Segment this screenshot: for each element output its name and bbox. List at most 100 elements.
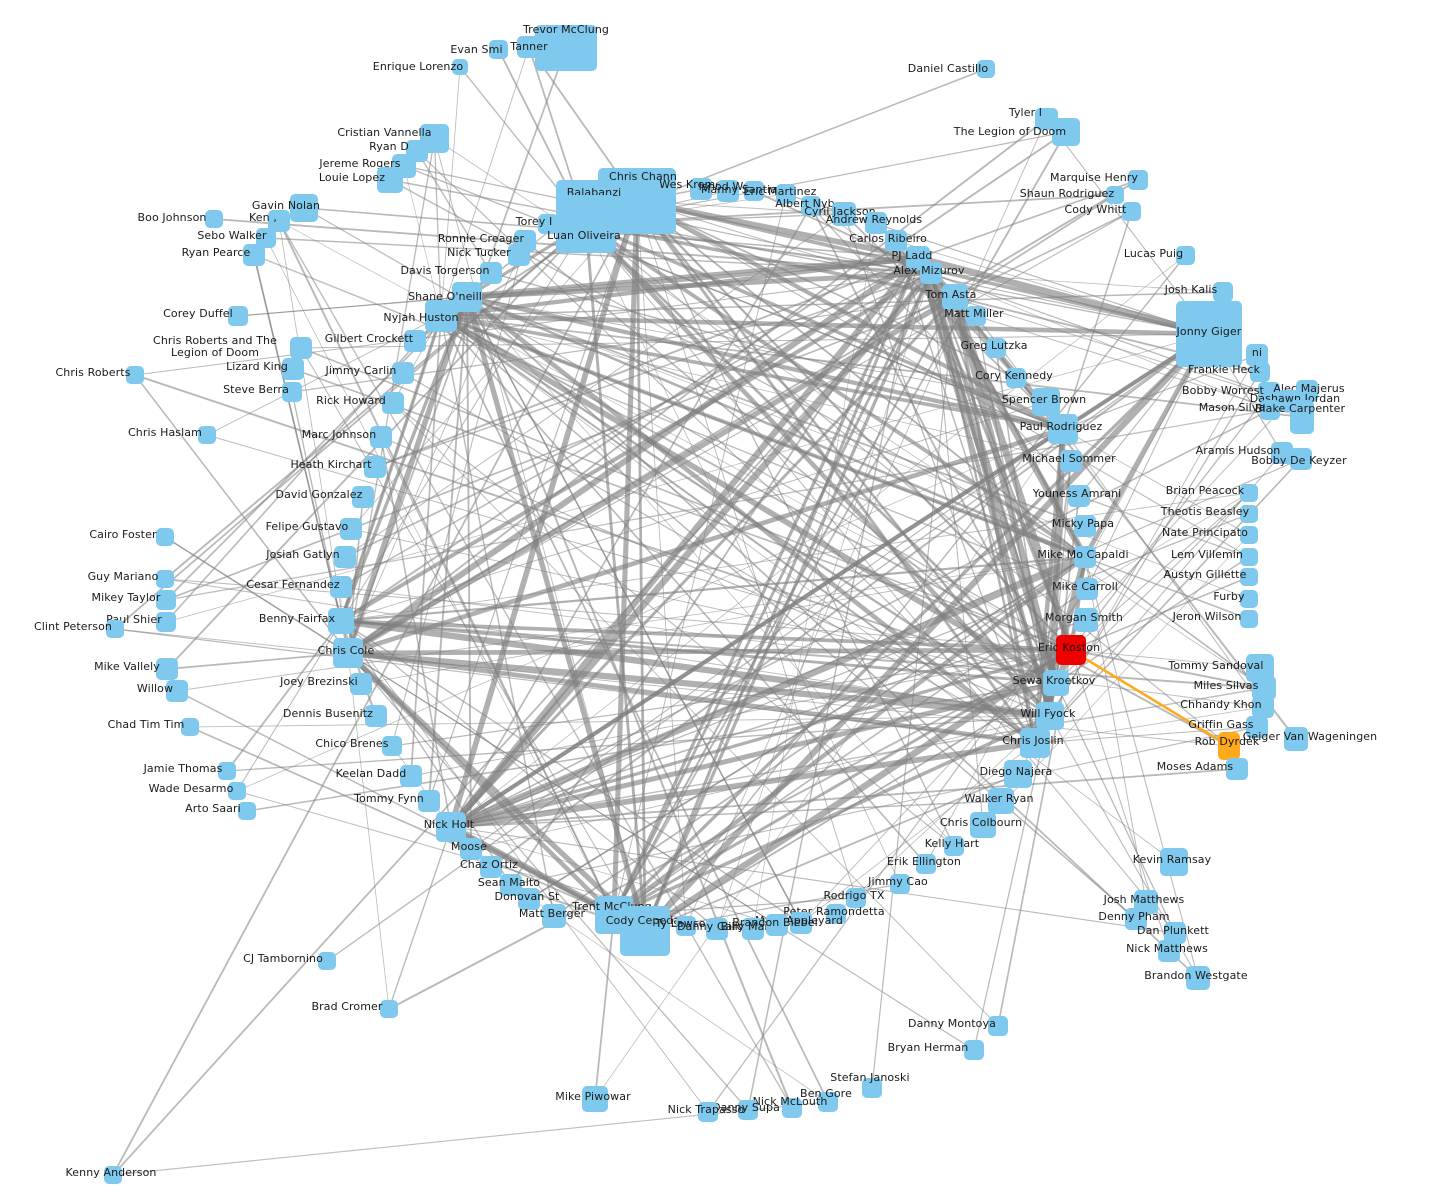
graph-node-cody-cepeda[interactable] — [620, 906, 670, 956]
graph-node-chris-roberts-lod[interactable] — [290, 337, 312, 359]
graph-node-luan-oliveira[interactable] — [556, 195, 616, 253]
graph-node-eric-martinez[interactable] — [776, 184, 796, 204]
graph-node-corey-duffel[interactable] — [228, 306, 248, 326]
graph-node-mason-silva[interactable] — [1260, 400, 1280, 420]
graph-node-matt-berger[interactable] — [542, 904, 566, 928]
graph-node-micky-papa[interactable] — [1074, 515, 1096, 537]
graph-node-brian-peacock[interactable] — [1240, 484, 1258, 502]
graph-node-mike-carroll[interactable] — [1076, 578, 1098, 600]
graph-node-brad-cromer[interactable] — [380, 1000, 398, 1018]
graph-node-shane-oneill[interactable] — [452, 282, 482, 312]
graph-node-brandon-biebel[interactable] — [766, 914, 788, 936]
graph-node-arto-saari[interactable] — [238, 802, 256, 820]
graph-node-lucas-puig[interactable] — [1176, 246, 1195, 265]
graph-node-enrique-lorenzo[interactable] — [452, 59, 468, 75]
graph-node-cj-tambornino[interactable] — [318, 952, 336, 970]
graph-node-tom-asta[interactable] — [942, 284, 968, 310]
graph-node-heath-kirchart[interactable] — [364, 456, 386, 478]
graph-node-gavin-nolan[interactable] — [290, 194, 318, 222]
graph-node-walker-ryan[interactable] — [988, 788, 1014, 814]
graph-node-theotis-beasley[interactable] — [1240, 505, 1258, 523]
graph-node-cesar-fernandez[interactable] — [330, 576, 352, 598]
graph-node-rob-dyrdek[interactable] — [1218, 732, 1240, 760]
graph-node-paul-shier[interactable] — [156, 612, 176, 632]
graph-node-denny-pham[interactable] — [1125, 908, 1147, 930]
graph-node-chris-joslin[interactable] — [1020, 728, 1050, 758]
graph-node-rodrigo-tx[interactable] — [846, 888, 866, 908]
graph-node-albert-nyberg[interactable] — [801, 196, 821, 216]
graph-node-mikey-taylor[interactable] — [156, 590, 176, 610]
graph-node-donovan-st[interactable] — [518, 888, 540, 910]
graph-node-ryan-pearce[interactable] — [243, 244, 265, 266]
graph-node-furby[interactable] — [1240, 590, 1258, 608]
graph-node-paul-rodriguez[interactable] — [1048, 414, 1078, 444]
graph-node-amani[interactable] — [1246, 344, 1268, 366]
graph-node-nick-tucker[interactable] — [508, 244, 530, 266]
graph-node-marc-johnson[interactable] — [370, 426, 392, 448]
graph-node-wade-desarmo[interactable] — [228, 782, 246, 800]
graph-node-jamie-thomas[interactable] — [218, 762, 236, 780]
graph-node-guy-mariano[interactable] — [156, 570, 174, 588]
graph-node-ty-lawson[interactable] — [676, 916, 696, 936]
graph-node-moses-adams[interactable] — [1226, 758, 1248, 780]
graph-node-chhandy-khon[interactable] — [1252, 696, 1274, 718]
graph-node-chris-colbourn[interactable] — [970, 812, 996, 838]
graph-node-chico-brenes[interactable] — [382, 736, 402, 756]
graph-node-ishod-wair[interactable] — [717, 180, 739, 202]
graph-edge-highlighted[interactable] — [1070, 648, 1230, 748]
graph-node-michael-sommer[interactable] — [1060, 450, 1082, 472]
graph-node-tommy-fynn[interactable] — [418, 790, 440, 812]
graph-node-youness-amrani[interactable] — [1068, 485, 1090, 507]
graph-node-ben-gore[interactable] — [818, 1092, 838, 1112]
graph-node-blake-carpenter[interactable] — [1290, 400, 1314, 434]
graph-node-ken[interactable] — [268, 210, 290, 232]
graph-node-kevin-ramsay[interactable] — [1160, 848, 1188, 876]
graph-node-boo-johnson[interactable] — [205, 210, 223, 228]
graph-node-chaz-ortiz[interactable] — [480, 856, 502, 878]
graph-node-david-gonzalez[interactable] — [352, 486, 374, 508]
graph-node-josiah-gatlyn[interactable] — [334, 546, 356, 568]
graph-node-mike-vallely[interactable] — [156, 658, 178, 680]
graph-node-jeron-wilson[interactable] — [1240, 610, 1258, 628]
graph-node-sean-malto[interactable] — [500, 874, 522, 896]
graph-node-torey[interactable] — [538, 214, 558, 234]
graph-node-nick-trapasso[interactable] — [698, 1102, 718, 1122]
graph-node-peter-ramondetta[interactable] — [826, 904, 846, 924]
graph-node-jonny-giger[interactable] — [1176, 301, 1242, 367]
graph-node-felipe-gustavo[interactable] — [340, 518, 362, 540]
graph-node-wes-kremer[interactable] — [690, 178, 712, 200]
graph-node-bobby-worrest[interactable] — [1258, 382, 1280, 404]
graph-node-mark-appleyard[interactable] — [790, 912, 812, 934]
graph-node-chad-tim-tim[interactable] — [181, 718, 199, 736]
graph-node-benny-fairfax[interactable] — [328, 608, 354, 634]
graph-node-spencer-brown[interactable] — [1032, 388, 1060, 416]
graph-node-joey-brezinski[interactable] — [350, 673, 372, 695]
graph-node-diego-najera[interactable] — [1004, 760, 1032, 788]
graph-node-steve-berra[interactable] — [282, 382, 302, 402]
graph-node-bryan-herman[interactable] — [964, 1040, 984, 1060]
graph-node-cory-kennedy[interactable] — [1006, 368, 1026, 388]
graph-node-trevor-mcclung[interactable] — [535, 25, 597, 71]
graph-node-manny-santiago[interactable] — [744, 181, 764, 201]
graph-node-brandon-westgate[interactable] — [1186, 966, 1210, 990]
graph-node-geiger-van-wageningen[interactable] — [1284, 727, 1308, 751]
graph-node-aramis-hudson[interactable] — [1271, 442, 1293, 464]
graph-node-dennis-busenitz[interactable] — [365, 705, 387, 727]
graph-node-moose[interactable] — [460, 838, 482, 860]
graph-node-matt-miller[interactable] — [966, 306, 986, 326]
graph-node-nick-mclouth[interactable] — [782, 1098, 802, 1118]
graph-node-chris-cole[interactable] — [333, 638, 363, 668]
graph-node-cody-whitt[interactable] — [1122, 202, 1141, 221]
graph-node-nick-matthews[interactable] — [1158, 940, 1180, 962]
graph-node-josh-kalis[interactable] — [1213, 282, 1233, 302]
graph-node-cyril-jackson[interactable] — [832, 202, 856, 226]
graph-node-danny-garcia[interactable] — [706, 918, 728, 940]
graph-node-lizard-king[interactable] — [282, 358, 304, 380]
graph-node-nyjah-huston[interactable] — [425, 300, 457, 332]
graph-node-chris-roberts[interactable] — [126, 366, 144, 384]
graph-node-dan-plunkett[interactable] — [1164, 922, 1186, 944]
graph-node-louie-lopez[interactable] — [377, 167, 403, 193]
graph-node-evan-smith[interactable] — [489, 40, 508, 59]
graph-node-alex-mizurov[interactable] — [920, 262, 942, 284]
graph-node-austyn-gillette[interactable] — [1240, 568, 1258, 586]
